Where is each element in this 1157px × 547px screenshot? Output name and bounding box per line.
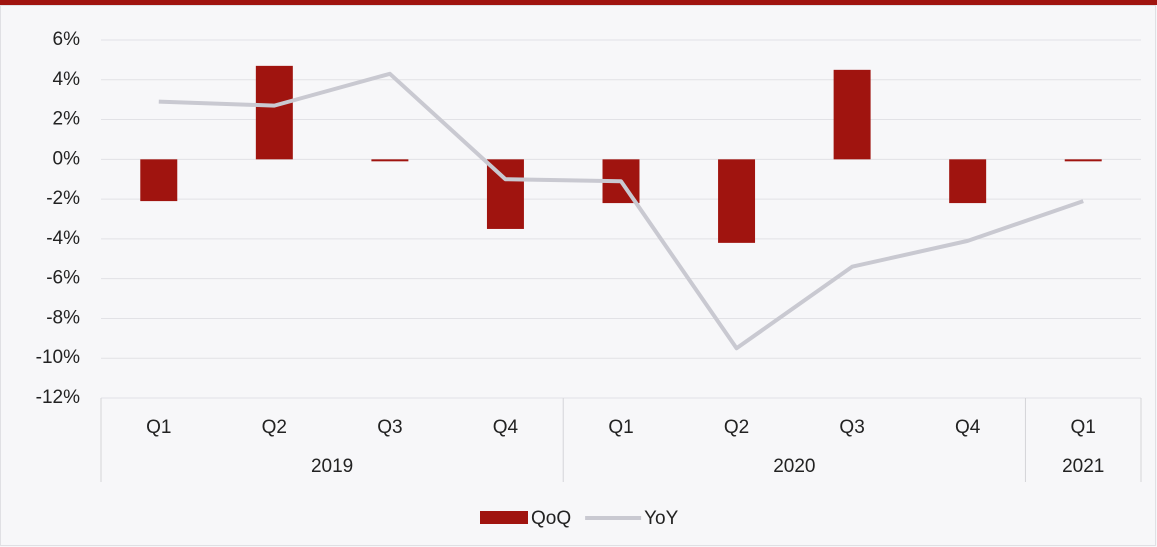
y-tick-label: 4% <box>53 69 81 90</box>
y-tick-label: 2% <box>53 109 81 130</box>
x-tick-label: Q1 <box>146 417 171 438</box>
y-tick-label: -6% <box>46 268 80 289</box>
line <box>158 71 1084 351</box>
y-tick-label: -12% <box>36 387 80 408</box>
top-bar <box>0 0 1157 5</box>
x-tick-label: Q2 <box>724 417 749 438</box>
group-label: 2019 <box>311 456 353 477</box>
x-tick-label: Q3 <box>377 417 402 438</box>
bar <box>1064 159 1102 162</box>
bar <box>371 159 409 162</box>
x-tick-label: Q3 <box>839 417 864 438</box>
bar <box>833 69 871 160</box>
bar <box>949 159 987 204</box>
bar <box>140 159 178 202</box>
y-tick-label: -8% <box>46 307 80 328</box>
y-tick-label: 6% <box>53 29 81 50</box>
y-tick-label: -4% <box>46 228 80 249</box>
bar <box>718 159 756 243</box>
x-tick-label: Q1 <box>1071 417 1096 438</box>
bar <box>486 159 524 229</box>
legend-label: YoY <box>644 508 678 529</box>
group-label: 2021 <box>1062 456 1104 477</box>
y-tick-label: -10% <box>36 347 80 368</box>
x-tick-label: Q4 <box>955 417 981 438</box>
y-tick-label: 0% <box>53 148 81 169</box>
x-tick-label: Q1 <box>608 417 633 438</box>
legend-label: QoQ <box>531 508 571 529</box>
x-tick-label: Q2 <box>262 417 287 438</box>
x-tick-label: Q4 <box>493 417 519 438</box>
bar <box>255 65 293 160</box>
y-tick-label: -2% <box>46 188 80 209</box>
frame <box>0 5 1156 546</box>
group-label: 2020 <box>773 456 815 477</box>
legend-swatch <box>480 511 528 524</box>
